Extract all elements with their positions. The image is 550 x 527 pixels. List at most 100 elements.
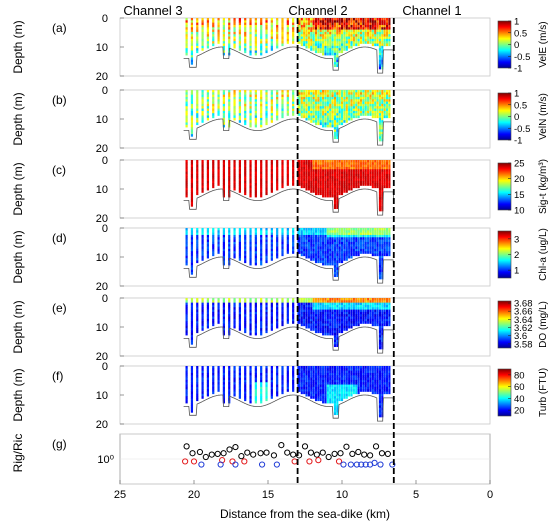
- data-cell: [352, 24, 355, 28]
- data-cell: [329, 386, 332, 390]
- data-cell: [249, 108, 252, 112]
- data-cell: [345, 318, 348, 322]
- data-cell: [260, 300, 263, 303]
- data-cell: [185, 164, 188, 168]
- data-cell: [338, 106, 341, 109]
- data-cell: [348, 304, 351, 308]
- data-cell: [212, 368, 215, 371]
- data-cell: [228, 117, 231, 121]
- data-cell: [362, 234, 365, 238]
- data-cell: [355, 176, 358, 179]
- data-cell: [317, 96, 320, 100]
- data-cell: [324, 120, 327, 123]
- data-cell: [249, 311, 252, 315]
- data-cell: [222, 43, 225, 47]
- data-cell: [276, 244, 279, 247]
- data-cell: [364, 106, 367, 109]
- data-cell: [371, 20, 374, 23]
- data-cell: [190, 382, 194, 385]
- data-cell: [270, 246, 273, 250]
- data-cell: [190, 391, 194, 395]
- data-cell: [190, 403, 194, 406]
- data-cell: [345, 120, 348, 123]
- data-cell: [324, 113, 327, 116]
- data-cell: [228, 241, 231, 245]
- data-cell: [303, 115, 306, 119]
- data-cell: [222, 187, 225, 191]
- data-cell: [217, 162, 220, 165]
- data-cell: [265, 29, 268, 33]
- data-cell: [324, 115, 327, 119]
- data-cell: [276, 311, 279, 315]
- data-cell: [286, 178, 289, 182]
- data-cell: [336, 372, 339, 376]
- data-cell: [336, 267, 339, 271]
- data-cell: [233, 384, 236, 388]
- data-cell: [190, 309, 194, 313]
- data-cell: [319, 36, 322, 40]
- data-cell: [281, 232, 284, 236]
- data-cell: [303, 298, 306, 301]
- data-cell: [331, 36, 334, 40]
- data-cell: [270, 24, 273, 28]
- data-cell: [333, 110, 336, 114]
- data-cell: [383, 113, 386, 116]
- data-cell: [331, 160, 334, 163]
- data-cell: [260, 169, 263, 172]
- data-cell: [324, 298, 327, 301]
- data-cell: [244, 101, 247, 105]
- data-cell: [333, 368, 336, 371]
- data-cell: [196, 160, 199, 163]
- data-cell: [348, 323, 351, 327]
- data-cell: [324, 375, 327, 378]
- data-cell: [206, 22, 210, 26]
- data-cell: [333, 90, 336, 93]
- data-cell: [233, 101, 236, 105]
- data-cell: [265, 304, 268, 308]
- data-cell: [233, 382, 236, 385]
- data-cell: [217, 96, 220, 100]
- data-cell: [310, 248, 313, 252]
- data-cell: [244, 96, 247, 100]
- data-cell: [383, 160, 386, 163]
- data-cell: [254, 398, 257, 402]
- data-cell: [378, 22, 381, 26]
- data-cell: [305, 99, 308, 102]
- data-cell: [359, 248, 363, 252]
- data-cell: [364, 300, 367, 303]
- colorbar: [497, 162, 512, 211]
- data-cell: [385, 314, 389, 317]
- data-cell: [322, 190, 325, 193]
- data-cell: [381, 36, 384, 40]
- data-cell: [317, 244, 320, 247]
- data-cell: [322, 248, 325, 252]
- data-cell: [355, 318, 358, 322]
- data-cell: [336, 302, 339, 306]
- data-cell: [233, 108, 236, 112]
- data-cell: [300, 368, 303, 371]
- data-cell: [312, 38, 315, 42]
- data-cell: [244, 368, 247, 371]
- data-cell: [249, 176, 252, 179]
- data-cell: [260, 171, 263, 175]
- data-cell: [374, 113, 377, 116]
- data-cell: [265, 248, 268, 252]
- data-cell: [260, 372, 263, 376]
- data-cell: [185, 307, 188, 310]
- data-cell: [233, 166, 236, 170]
- data-cell: [350, 27, 353, 30]
- data-cell: [376, 180, 379, 184]
- data-cell: [244, 384, 247, 388]
- data-cell: [270, 239, 273, 243]
- data-cell: [254, 43, 257, 47]
- data-cell: [331, 377, 334, 381]
- data-cell: [341, 384, 344, 388]
- data-cell: [343, 22, 346, 26]
- data-cell: [324, 246, 327, 250]
- data-cell: [338, 171, 341, 175]
- data-cell: [305, 323, 308, 327]
- data-cell: [324, 124, 327, 128]
- data-cell: [228, 379, 231, 383]
- data-cell: [276, 101, 279, 105]
